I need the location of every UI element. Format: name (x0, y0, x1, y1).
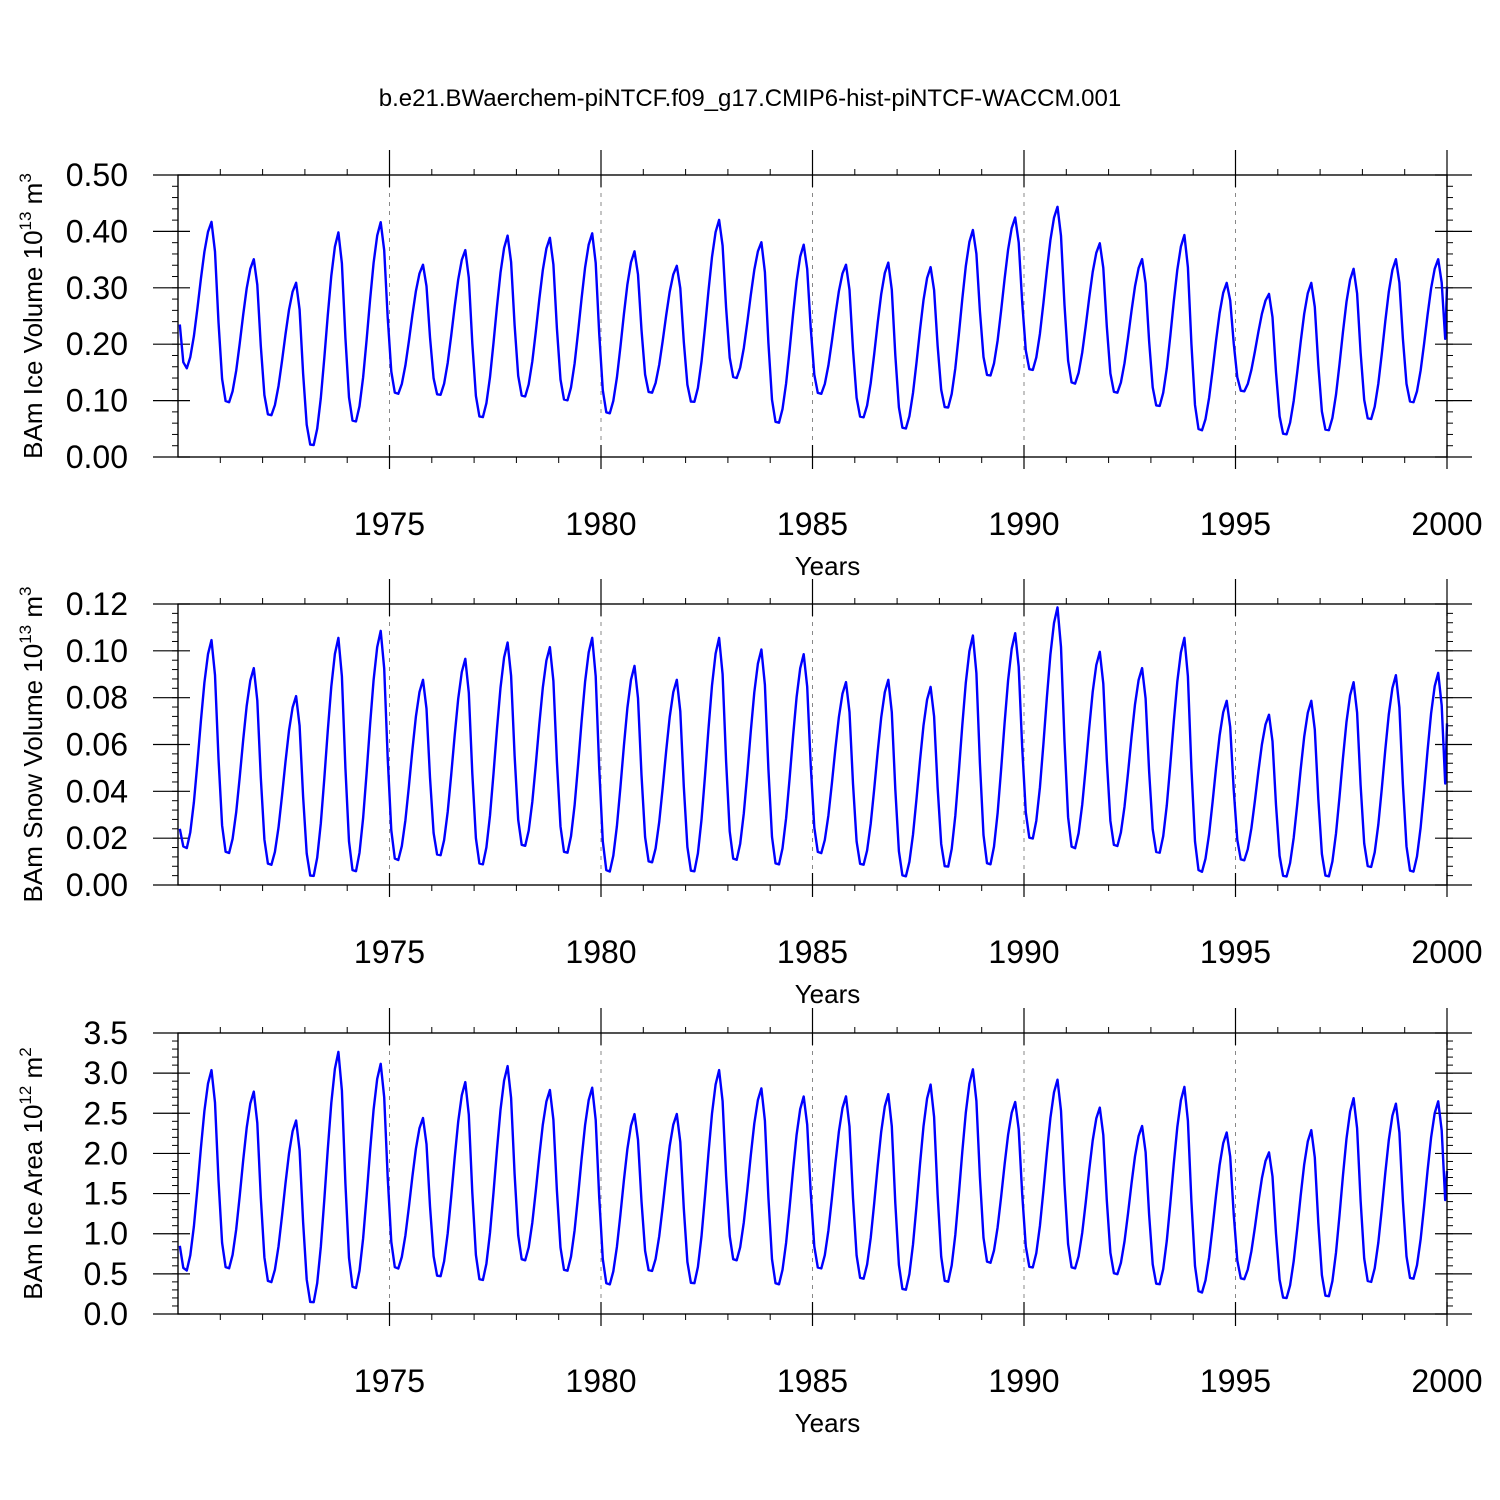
x-tick-label: 1990 (988, 506, 1059, 542)
y-tick-label: 0.08 (66, 680, 128, 716)
x-tick-label: 1980 (565, 506, 636, 542)
y-tick-label: 0.02 (66, 820, 128, 856)
x-tick-label: 1975 (354, 934, 425, 970)
y-tick-label: 0.00 (66, 439, 128, 475)
figure-title: b.e21.BWaerchem-piNTCF.f09_g17.CMIP6-his… (378, 85, 1122, 112)
y-tick-label: 0.12 (66, 586, 128, 622)
y-tick-label: 0.5 (84, 1256, 128, 1292)
x-tick-label: 1980 (565, 934, 636, 970)
y-axis-label: BAm Snow Volume 1013 m3 (16, 587, 48, 903)
x-axis-label: Years (795, 979, 861, 1009)
y-tick-label: 0.00 (66, 867, 128, 903)
x-axis-label: Years (795, 1408, 861, 1438)
x-tick-label: 1995 (1200, 1363, 1271, 1399)
x-tick-label: 1985 (777, 1363, 848, 1399)
plot-frame-overlay (177, 174, 1448, 458)
plot-frame-overlay (177, 603, 1448, 886)
y-tick-label: 0.10 (66, 383, 128, 419)
x-tick-label: 1995 (1200, 506, 1271, 542)
y-tick-label: 1.0 (84, 1216, 128, 1252)
y-tick-label: 3.0 (84, 1055, 128, 1091)
series-line-bam-snow-volume (178, 606, 1449, 878)
panel-1: 1975 1980 1985 1990 1995 2000 0.00 0.10 0.20 0.30… (16, 150, 1483, 581)
x-tick-label: 1985 (777, 934, 848, 970)
y-tick-label: 0.04 (66, 773, 128, 809)
x-tick-label: 1990 (988, 934, 1059, 970)
y-axis-label: BAm Ice Area 1012 m2 (16, 1047, 48, 1299)
y-tick-label: 0.10 (66, 633, 128, 669)
x-tick-label: 1975 (354, 1363, 425, 1399)
x-tick-label: 1995 (1200, 934, 1271, 970)
plot-frame-overlay (177, 1032, 1448, 1315)
y-tick-label: 0.40 (66, 213, 128, 249)
x-tick-label: 1975 (354, 506, 425, 542)
x-axis-label: Years (795, 551, 861, 581)
y-tick-label: 0.30 (66, 270, 128, 306)
y-tick-label: 0.50 (66, 157, 128, 193)
y-tick-label: 0.06 (66, 727, 128, 763)
x-tick-label: 2000 (1411, 506, 1482, 542)
y-tick-label: 3.5 (84, 1015, 128, 1051)
x-tick-label: 1980 (565, 1363, 636, 1399)
y-tick-label: 1.5 (84, 1176, 128, 1212)
x-tick-label: 1985 (777, 506, 848, 542)
y-tick-label: 2.0 (84, 1135, 128, 1171)
x-tick-label: 2000 (1411, 934, 1482, 970)
x-tick-label: 1990 (988, 1363, 1059, 1399)
y-tick-label: 0.20 (66, 326, 128, 362)
y-tick-label: 2.5 (84, 1095, 128, 1131)
panel-2: 1975 1980 1985 1990 1995 2000 0.00 0.02 0.04 0.06… (16, 579, 1483, 1009)
y-axis-label: BAm Ice Volume 1013 m3 (16, 173, 48, 459)
x-tick-label: 2000 (1411, 1363, 1482, 1399)
series-line-bam-ice-volume (178, 205, 1449, 447)
panel-3: 1975 1980 1985 1990 1995 2000 0.0 0.5 1.0 1.5 2.0 2… (16, 1008, 1483, 1438)
series-line-bam-ice-area (178, 1050, 1449, 1304)
y-tick-label: 0.0 (84, 1296, 128, 1332)
